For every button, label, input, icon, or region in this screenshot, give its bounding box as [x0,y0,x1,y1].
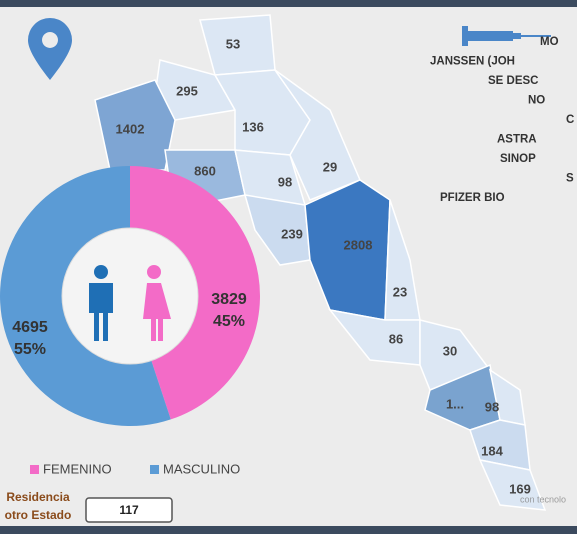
map-region [469,419,531,471]
region-label: 98 [485,399,499,414]
legend-label: MASCULINO [163,461,240,476]
share-label: 55% [14,341,46,358]
region-label: 30 [443,343,457,358]
region-label: 53 [226,36,240,51]
residence-box [85,497,173,523]
region-label: 98 [278,174,292,189]
residence-label: Residencia [6,490,70,504]
top-bar [0,0,577,7]
map-region [478,458,547,511]
region-label: 860 [194,163,216,178]
syringe-icon [462,26,551,46]
legend-label: FEMENINO [43,461,112,476]
watermark: con tecnolo [520,494,566,504]
value-label: 3829 [211,291,247,308]
region-label: 23 [393,284,407,299]
residence-value: 117 [119,503,139,517]
map-region [274,69,361,201]
vaccine-name: SE DESC [488,75,539,87]
region-label: 239 [281,226,303,241]
region-label: 29 [323,159,337,174]
vaccine-name: ASTRA [497,134,537,146]
region-label: 1... [446,396,464,411]
region-label: 295 [176,83,198,98]
donut-hole [61,227,199,365]
vaccine-name: S [566,173,574,185]
vaccine-name: C [566,114,574,126]
value-label: 4695 [12,319,48,336]
region-label: 184 [481,443,503,458]
vaccine-name: NO [528,95,545,107]
map-region [243,194,311,266]
vaccine-name: JANSSEN (JOH [430,56,515,68]
region-label: 169 [509,481,531,496]
share-label: 45% [213,313,245,330]
donut-chart: 3829 45% 4695 55% [0,166,261,426]
residence-label: otro Estado [5,508,72,522]
vaccine-name: PFIZER BIO [440,192,505,204]
vaccine-list: MO JANSSEN (JOH SE DESC NO C ASTRA SINOP S PFIZE… [430,36,574,204]
map-region [94,79,176,171]
legend-swatch [30,465,39,474]
region-label: 1402 [116,121,145,136]
legend-swatch [150,465,159,474]
people-icon [89,265,171,341]
vaccine-name: SINOP [500,153,536,165]
pin-icon [28,18,72,80]
region-label: 2808 [344,237,373,252]
donut-slice [0,166,171,426]
legend: FEMENINO MASCULINO [30,461,240,476]
bottom-bar [0,526,577,534]
region-label: 86 [389,331,403,346]
vaccine-name: MO [540,36,559,48]
region-label: 136 [242,119,264,134]
